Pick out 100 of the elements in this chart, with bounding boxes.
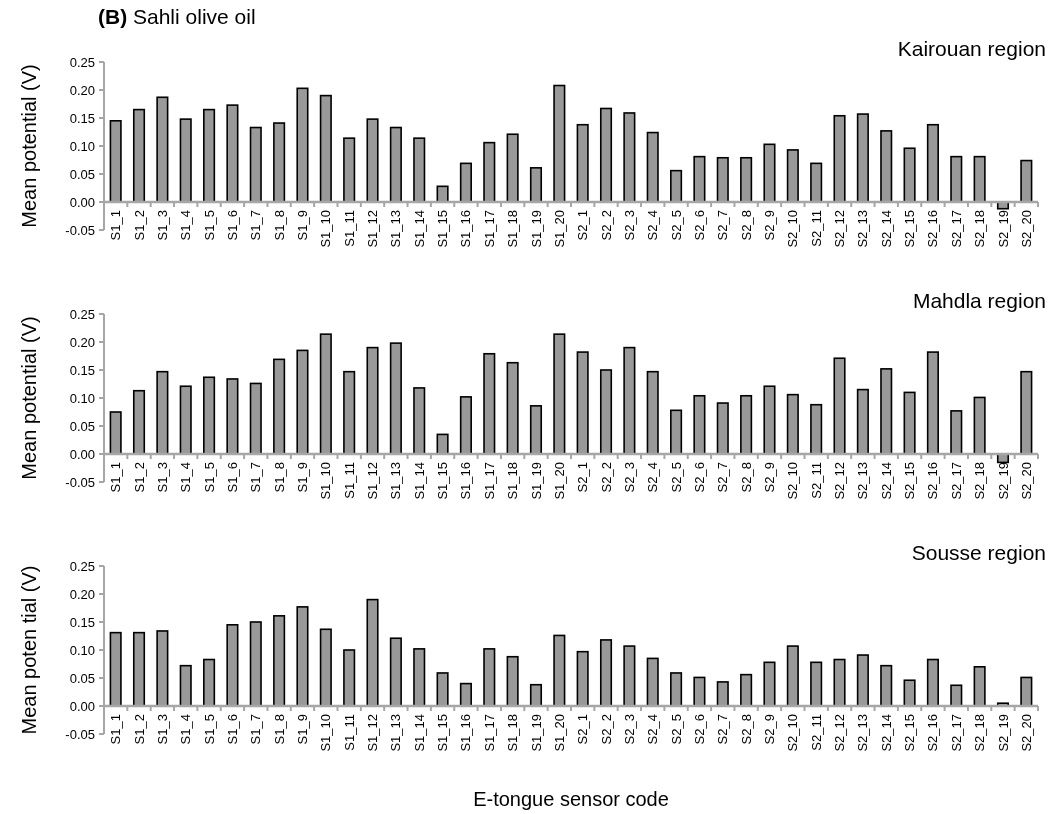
bar	[599, 107, 613, 203]
bar	[1020, 159, 1033, 203]
y-tick-label: -0.05	[65, 222, 95, 238]
x-tick-label: S2_1	[575, 210, 591, 241]
x-tick-label: S1_10	[318, 210, 334, 248]
bar	[926, 351, 939, 455]
x-tick-label: S1_19	[528, 210, 544, 248]
x-tick-label: S1_15	[435, 714, 451, 752]
bar	[109, 120, 122, 203]
x-tick-label: S2_15	[902, 462, 918, 500]
x-tick-label: S1_2	[131, 462, 147, 493]
x-tick-label: S1_20	[551, 462, 567, 500]
bar	[693, 676, 706, 707]
x-tick-label: S1_3	[154, 210, 170, 241]
bar	[623, 645, 636, 707]
bar	[646, 131, 659, 203]
bar	[179, 118, 192, 203]
x-tick-label: S1_18	[505, 462, 521, 500]
x-tick-label: S1_12	[365, 210, 381, 248]
bar	[156, 370, 169, 455]
bar	[366, 118, 379, 203]
x-tick-label: S1_1	[108, 714, 124, 745]
bar	[389, 637, 402, 707]
x-tick-label: S2_12	[832, 714, 848, 752]
bar	[880, 368, 893, 455]
x-tick-label: S2_2	[598, 462, 614, 493]
bar	[973, 396, 986, 455]
x-tick-label: S1_17	[481, 462, 497, 500]
x-tick-label: S2_19	[995, 714, 1011, 752]
x-tick-label: S1_11	[341, 210, 357, 247]
bar	[413, 387, 426, 455]
x-tick-label: S1_20	[551, 210, 567, 248]
x-tick-label: S1_13	[388, 210, 404, 248]
y-tick-label: 0.15	[69, 362, 95, 378]
x-tick-label: S2_13	[855, 714, 871, 752]
y-tick-label: 0.00	[69, 194, 95, 210]
x-tick-label: S1_10	[318, 714, 334, 752]
y-tick-label: 0.05	[69, 166, 95, 182]
bar	[576, 650, 589, 707]
bar	[576, 351, 589, 455]
y-tick-label: 0.05	[69, 418, 95, 434]
x-tick-label: S1_14	[411, 210, 427, 248]
x-tick-label: S1_15	[435, 210, 451, 248]
bar	[506, 133, 519, 203]
x-tick-label: S2_8	[738, 210, 754, 241]
x-tick-label: S2_2	[598, 210, 614, 241]
bar	[179, 385, 192, 455]
x-tick-label: S1_3	[154, 462, 170, 493]
x-tick-label: S2_18	[972, 462, 988, 500]
x-tick-label: S1_17	[481, 210, 497, 248]
x-tick-label: S1_4	[178, 462, 194, 493]
bar	[856, 113, 869, 203]
bar	[529, 405, 543, 455]
x-tick-label: S1_16	[458, 462, 474, 500]
x-tick-label: S2_4	[645, 462, 661, 493]
y-tick-label: 0.20	[69, 82, 95, 98]
bar	[296, 87, 309, 203]
bar	[156, 630, 169, 707]
x-tick-label: S2_4	[645, 210, 661, 241]
x-tick-label: S1_17	[481, 714, 497, 752]
bar	[623, 346, 636, 455]
x-tick-label: S2_6	[691, 210, 707, 241]
x-tick-label: S1_16	[458, 714, 474, 752]
bar	[343, 649, 356, 707]
x-tick-label: S2_10	[785, 210, 801, 248]
y-tick-label: 0.25	[69, 558, 95, 574]
bar	[810, 162, 823, 203]
bar	[529, 167, 543, 203]
bar	[1020, 676, 1033, 707]
bar	[903, 679, 916, 707]
bar	[273, 122, 286, 203]
y-axis-title: Mean potential (V)	[18, 316, 40, 480]
bar	[436, 433, 449, 455]
y-tick-label: 0.05	[69, 670, 95, 686]
x-tick-label: S1_11	[341, 462, 357, 499]
x-tick-label: S1_14	[411, 462, 427, 500]
x-axis-title: E-tongue sensor code	[473, 788, 669, 810]
x-tick-label: S1_12	[365, 714, 381, 752]
x-tick-label: S2_20	[1018, 210, 1034, 248]
x-tick-label: S2_9	[762, 714, 778, 745]
x-tick-label: S1_5	[201, 210, 217, 241]
x-tick-label: S1_12	[365, 462, 381, 500]
bar	[576, 123, 589, 203]
chart-title: (B) Sahli olive oil	[98, 5, 256, 28]
y-axis-title: Mean potential (V)	[18, 64, 40, 228]
bar	[926, 123, 939, 203]
x-tick-label: S2_11	[808, 462, 824, 499]
bar	[716, 402, 729, 455]
bar	[786, 393, 799, 455]
x-tick-label: S1_13	[388, 462, 404, 500]
bar	[926, 658, 939, 707]
x-tick-label: S2_13	[855, 462, 871, 500]
bar	[833, 114, 846, 203]
x-tick-label: S1_8	[271, 462, 287, 493]
x-tick-label: S1_7	[248, 210, 264, 241]
bar	[810, 403, 823, 455]
x-tick-label: S1_6	[224, 462, 240, 493]
x-tick-label: S1_4	[178, 714, 194, 745]
x-tick-label: S1_8	[271, 714, 287, 745]
bar	[880, 664, 893, 707]
